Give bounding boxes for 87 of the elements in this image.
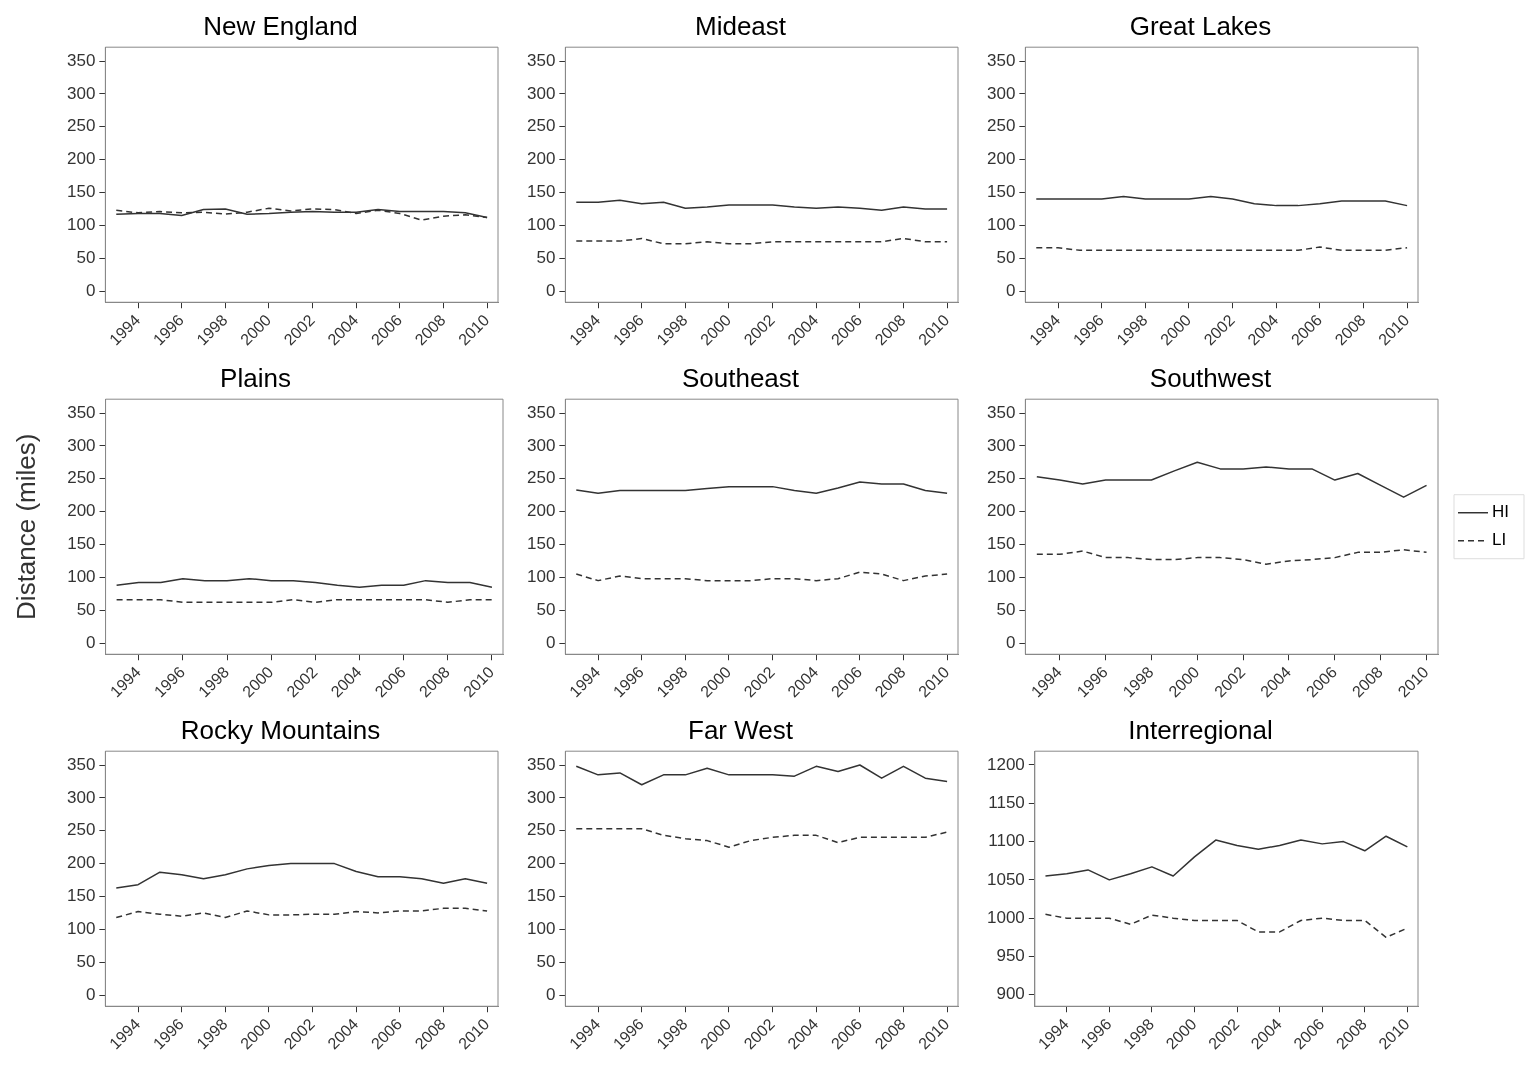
y-tick-label: 1150 xyxy=(988,792,1025,812)
y-tick-label: 250 xyxy=(986,116,1016,136)
chart-title: Interregional xyxy=(1128,714,1273,745)
y-tick-label: 200 xyxy=(67,501,96,521)
y-tick-label: 350 xyxy=(526,402,556,422)
y-tick-label: 50 xyxy=(536,247,556,267)
y-tick-label: 950 xyxy=(996,946,1025,966)
y-tick-label: 1050 xyxy=(986,869,1025,889)
y-tick-label: 100 xyxy=(66,215,96,235)
y-tick-label: 250 xyxy=(67,468,96,488)
y-tick-label: 1100 xyxy=(988,831,1025,851)
y-tick-label: 300 xyxy=(526,83,556,103)
y-tick-label: 0 xyxy=(85,280,96,300)
y-tick-label: 300 xyxy=(66,787,96,807)
y-tick-label: 250 xyxy=(526,116,556,136)
y-tick-label: 150 xyxy=(526,534,556,554)
y-tick-label: 150 xyxy=(526,182,556,202)
y-tick-label: 200 xyxy=(526,149,556,169)
y-tick-label: 250 xyxy=(526,468,556,488)
line-series xyxy=(1036,548,1428,565)
chart-title: Rocky Mountains xyxy=(180,714,381,745)
y-tick-label: 350 xyxy=(526,50,556,70)
y-tick-label: 350 xyxy=(986,50,1016,70)
y-tick-label: 150 xyxy=(986,182,1016,202)
y-tick-label: 50 xyxy=(76,951,96,971)
y-tick-label: 150 xyxy=(526,886,556,906)
y-tick-label: 100 xyxy=(526,567,556,587)
y-tick-label: 100 xyxy=(66,919,96,939)
legend-label: HI xyxy=(1492,502,1509,522)
y-tick-label: 300 xyxy=(67,435,96,455)
y-tick-label: 250 xyxy=(986,468,1016,488)
y-axis-title: Distance (miles) xyxy=(10,433,41,620)
y-tick-label: 0 xyxy=(1005,632,1016,652)
y-tick-label: 50 xyxy=(76,247,96,267)
y-tick-label: 150 xyxy=(66,182,96,202)
legend-label: LI xyxy=(1492,530,1507,550)
y-tick-label: 200 xyxy=(986,501,1016,521)
y-tick-label: 50 xyxy=(996,247,1016,267)
y-tick-label: 300 xyxy=(986,435,1016,455)
y-tick-label: 100 xyxy=(526,919,556,939)
y-tick-label: 50 xyxy=(996,599,1016,619)
y-tick-label: 150 xyxy=(66,886,96,906)
y-tick-label: 300 xyxy=(986,83,1016,103)
chart-title: Southwest xyxy=(1149,362,1272,393)
y-tick-label: 300 xyxy=(526,435,556,455)
line-series xyxy=(115,907,488,919)
y-tick-label: 200 xyxy=(526,501,556,521)
y-tick-label: 350 xyxy=(66,50,96,70)
y-tick-label: 100 xyxy=(526,215,556,235)
y-tick-label: 200 xyxy=(986,149,1016,169)
y-tick-label: 0 xyxy=(85,984,96,1004)
y-tick-label: 50 xyxy=(76,599,96,619)
chart-title: Mideast xyxy=(694,10,787,41)
chart-title: Far West xyxy=(688,714,794,745)
y-tick-label: 50 xyxy=(536,599,556,619)
y-tick-label: 250 xyxy=(66,820,96,840)
chart-title: Southeast xyxy=(681,362,800,393)
y-tick-label: 100 xyxy=(986,215,1016,235)
line-series xyxy=(575,571,948,582)
y-tick-label: 0 xyxy=(86,632,96,652)
y-tick-label: 1200 xyxy=(986,754,1025,774)
y-tick-label: 50 xyxy=(536,951,556,971)
y-tick-label: 1000 xyxy=(986,907,1025,927)
chart-title: New England xyxy=(203,10,358,41)
y-tick-label: 0 xyxy=(545,984,556,1004)
y-tick-label: 900 xyxy=(996,984,1025,1004)
y-tick-label: 250 xyxy=(526,820,556,840)
y-tick-label: 200 xyxy=(66,149,96,169)
y-tick-label: 0 xyxy=(545,280,556,300)
y-tick-label: 0 xyxy=(545,632,556,652)
y-tick-label: 0 xyxy=(1005,280,1016,300)
chart-title: Great Lakes xyxy=(1129,10,1272,41)
y-tick-label: 300 xyxy=(66,83,96,103)
line-series xyxy=(575,828,948,848)
y-tick-label: 350 xyxy=(67,402,96,422)
y-tick-label: 150 xyxy=(67,534,96,554)
y-tick-label: 150 xyxy=(986,534,1016,554)
y-tick-label: 350 xyxy=(986,402,1016,422)
y-tick-label: 200 xyxy=(66,853,96,873)
y-tick-label: 200 xyxy=(526,853,556,873)
y-tick-label: 100 xyxy=(986,567,1016,587)
y-tick-label: 350 xyxy=(526,754,556,774)
y-tick-label: 300 xyxy=(526,787,556,807)
y-tick-label: 250 xyxy=(66,116,96,136)
y-tick-label: 350 xyxy=(66,754,96,774)
chart-title: Plains xyxy=(220,362,291,393)
y-tick-label: 100 xyxy=(67,567,96,587)
